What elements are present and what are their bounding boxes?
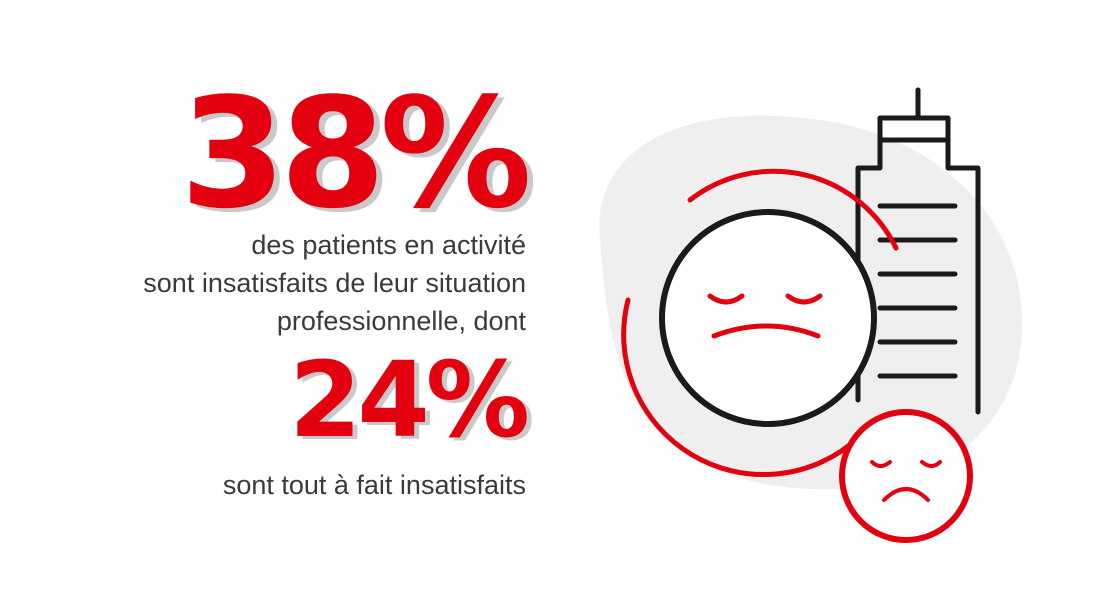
small-sad-face-icon bbox=[839, 409, 973, 543]
sad-face-icon bbox=[621, 168, 899, 478]
building-icon bbox=[855, 87, 981, 415]
secondary-stat-value: 24% bbox=[289, 339, 530, 461]
primary-stat-description: des patients en activité sont insatisfai… bbox=[143, 226, 526, 340]
primary-description-line: sont insatisfaits de leur situation bbox=[143, 268, 526, 298]
secondary-stat-description: sont tout à fait insatisfaits bbox=[223, 466, 526, 504]
primary-description-line: des patients en activité bbox=[251, 230, 526, 260]
primary-description-line: professionnelle, dont bbox=[276, 306, 526, 336]
secondary-description-line: sont tout à fait insatisfaits bbox=[222, 470, 526, 500]
primary-stat-value: 38% bbox=[180, 65, 532, 242]
